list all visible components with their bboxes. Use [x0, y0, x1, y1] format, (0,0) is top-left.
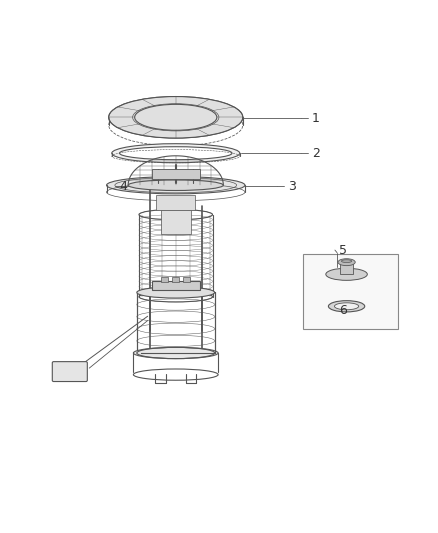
Bar — [172, 277, 179, 282]
Ellipse shape — [128, 180, 223, 190]
FancyBboxPatch shape — [52, 361, 87, 382]
Ellipse shape — [112, 144, 240, 163]
Ellipse shape — [110, 97, 242, 138]
Bar — [340, 262, 353, 274]
Ellipse shape — [137, 287, 215, 298]
Ellipse shape — [106, 176, 245, 194]
Text: 1: 1 — [312, 112, 320, 125]
Ellipse shape — [328, 301, 365, 312]
Text: 6: 6 — [339, 304, 347, 317]
Bar — [152, 169, 200, 179]
Bar — [156, 195, 195, 211]
Ellipse shape — [134, 348, 218, 359]
Text: 4: 4 — [120, 180, 127, 193]
Text: 3: 3 — [288, 180, 296, 193]
Ellipse shape — [326, 268, 367, 280]
Ellipse shape — [338, 259, 355, 265]
Text: 2: 2 — [312, 147, 320, 160]
Bar — [162, 277, 168, 282]
Bar — [183, 277, 190, 282]
Bar — [152, 281, 200, 290]
Ellipse shape — [341, 260, 352, 263]
Ellipse shape — [335, 303, 359, 310]
Ellipse shape — [120, 147, 232, 160]
Bar — [161, 211, 191, 234]
Bar — [304, 254, 399, 329]
Text: 5: 5 — [339, 244, 347, 256]
